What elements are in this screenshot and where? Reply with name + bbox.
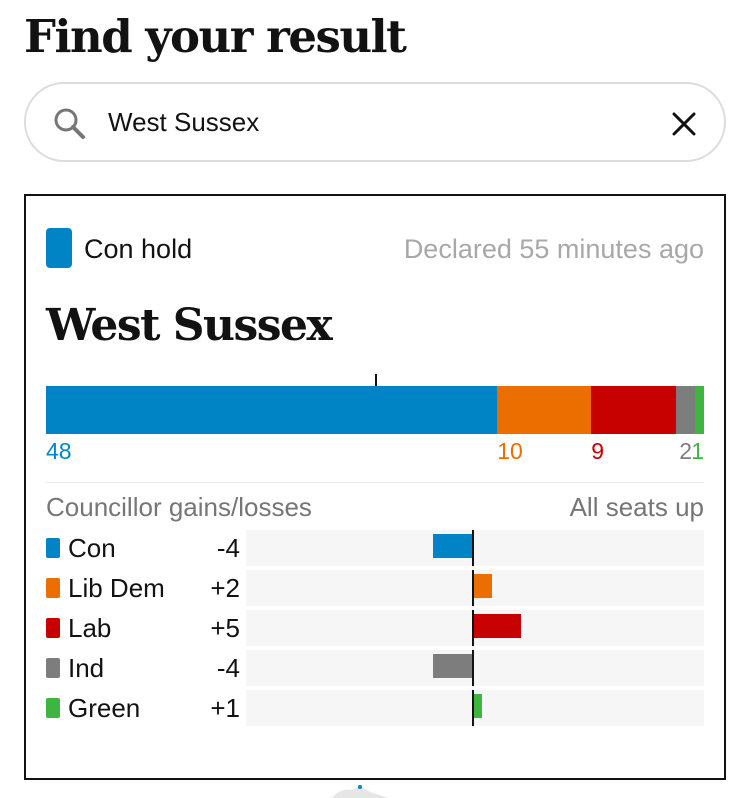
seat-change-value: -4 bbox=[216, 533, 240, 563]
change-track bbox=[246, 610, 704, 646]
result-card: Con hold Declared 55 minutes ago West Su… bbox=[24, 194, 726, 780]
council-name: West Sussex bbox=[46, 300, 333, 351]
majority-marker bbox=[375, 374, 377, 386]
change-bar bbox=[472, 574, 492, 598]
zero-axis bbox=[472, 650, 474, 686]
party-swatch bbox=[46, 578, 60, 598]
change-track bbox=[246, 690, 704, 726]
seat-count-lab: 9 bbox=[591, 438, 604, 464]
divider bbox=[46, 482, 704, 483]
search-input[interactable] bbox=[108, 100, 648, 144]
zero-axis bbox=[472, 610, 474, 646]
party-name: Lib Dem bbox=[68, 573, 165, 603]
seat-segment-con bbox=[46, 386, 498, 434]
page-title: Find your result bbox=[24, 10, 407, 63]
seat-labels: 48 10 9 2 1 bbox=[46, 438, 704, 468]
gains-row-green: Green +1 bbox=[46, 690, 704, 726]
gains-row-lib-dem: Lib Dem +2 bbox=[46, 570, 704, 606]
map-fragment bbox=[332, 785, 388, 798]
party-name: Green bbox=[68, 693, 141, 723]
seat-change-value: +5 bbox=[210, 613, 240, 643]
search-box[interactable] bbox=[24, 82, 726, 162]
change-track bbox=[246, 530, 704, 566]
seat-segment-lab bbox=[591, 386, 676, 434]
close-icon[interactable] bbox=[668, 108, 700, 140]
seat-count-con: 48 bbox=[46, 438, 72, 464]
gains-row-con: Con -4 bbox=[46, 530, 704, 566]
party-swatch bbox=[46, 538, 60, 558]
seat-segment-ind bbox=[675, 386, 695, 434]
status-swatch bbox=[46, 228, 72, 268]
party-swatch bbox=[46, 618, 60, 638]
change-bar bbox=[432, 654, 472, 678]
change-track bbox=[246, 570, 704, 606]
declared-time: Declared 55 minutes ago bbox=[403, 234, 704, 264]
seat-segment-green bbox=[694, 386, 704, 434]
seat-count-ind: 2 bbox=[679, 438, 692, 464]
seats-up-note: All seats up bbox=[569, 492, 704, 522]
search-icon bbox=[54, 108, 85, 139]
zero-axis bbox=[472, 690, 474, 726]
seat-count-green: 1 bbox=[691, 438, 704, 464]
change-bar bbox=[472, 614, 521, 638]
party-swatch bbox=[46, 658, 60, 678]
change-track bbox=[246, 650, 704, 686]
status-badge: Con hold bbox=[84, 234, 193, 264]
party-name: Con bbox=[68, 533, 116, 563]
seat-segment-lib-dem bbox=[497, 386, 592, 434]
change-bar bbox=[472, 694, 482, 718]
seat-count-lib-dem: 10 bbox=[497, 438, 523, 464]
party-swatch bbox=[46, 698, 60, 718]
party-name: Ind bbox=[68, 653, 105, 683]
change-bar bbox=[432, 534, 472, 558]
zero-axis bbox=[472, 530, 474, 566]
zero-axis bbox=[472, 570, 474, 606]
seat-change-value: +1 bbox=[210, 693, 240, 723]
gains-row-ind: Ind -4 bbox=[46, 650, 704, 686]
seat-bar bbox=[46, 386, 704, 434]
seat-change-value: -4 bbox=[216, 653, 240, 683]
gains-title: Councillor gains/losses bbox=[46, 492, 312, 522]
party-name: Lab bbox=[68, 613, 112, 643]
seat-change-value: +2 bbox=[210, 573, 240, 603]
gains-row-lab: Lab +5 bbox=[46, 610, 704, 646]
